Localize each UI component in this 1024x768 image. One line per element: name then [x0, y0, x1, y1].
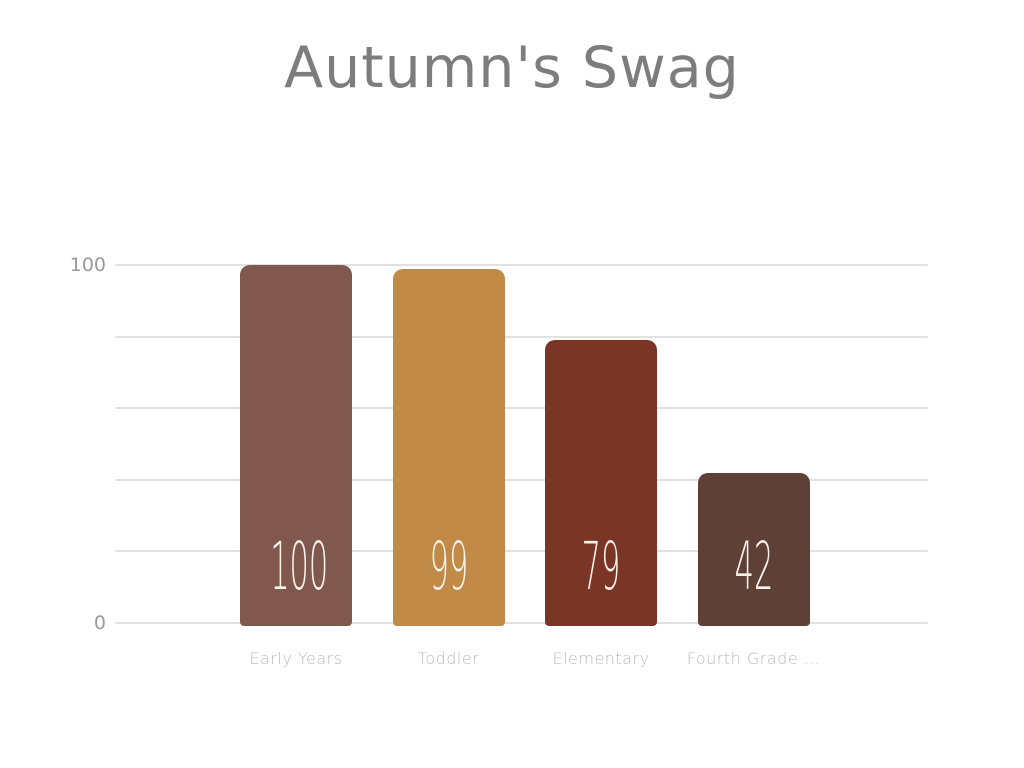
gridline [115, 478, 928, 481]
bar-elementary: 79 [545, 340, 657, 626]
x-axis-category-label: Early Years [249, 649, 343, 668]
gridline [115, 550, 928, 553]
x-axis-category-label: Toddler [417, 649, 480, 668]
x-axis-category-label: Fourth Grade … [686, 649, 821, 668]
bar-value-label: 99 [429, 527, 468, 605]
gridline [115, 622, 928, 624]
bar-fourth-grade: 42 [697, 472, 810, 626]
bar-value-label: 100 [270, 528, 329, 605]
bar-toddler: 99 [392, 268, 505, 626]
bar-value-label: 79 [581, 527, 621, 605]
y-axis-tick-label: 0 [93, 612, 106, 634]
bar-early-years: 100 [240, 265, 352, 626]
x-axis-category-label: Elementary [552, 649, 650, 668]
gridline [115, 264, 928, 266]
gridline [115, 407, 928, 410]
gridline [115, 335, 928, 338]
y-axis-tick-label: 100 [69, 254, 106, 276]
bar-value-label: 42 [734, 527, 773, 605]
chart-title: Autumn's Swag [284, 35, 740, 101]
